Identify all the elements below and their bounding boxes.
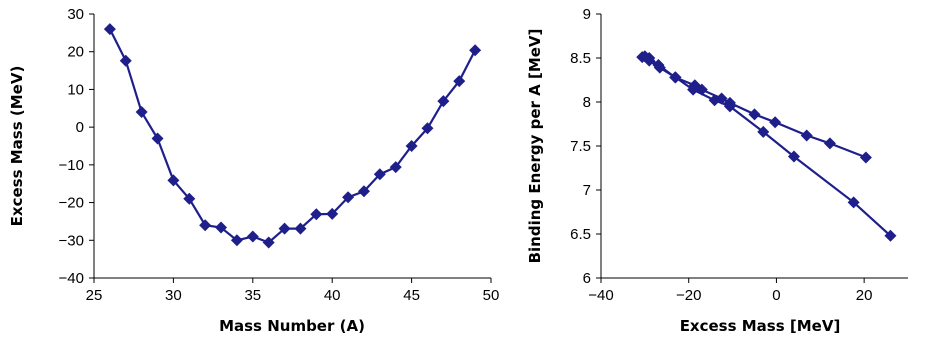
right-series-1-point (769, 116, 782, 129)
left-series-1-point (342, 191, 355, 204)
left-y-tick-label: 20 (67, 44, 84, 61)
left-x-tick-label: 45 (403, 287, 420, 304)
left-x-axis-title: Mass Number (A) (219, 317, 365, 335)
left-series-1-point (326, 207, 339, 220)
left-x-tick-label: 30 (165, 287, 182, 304)
right-series-1-point (800, 129, 813, 142)
right-x-axis-title: Excess Mass [MeV] (680, 317, 841, 335)
right-y-axis-title: Binding Energy per A [MeV] (526, 29, 544, 264)
right-series-2-point (669, 71, 682, 84)
right-series-2-point (787, 150, 800, 163)
left-y-tick-label: −10 (59, 157, 84, 174)
left-series-1-point (310, 208, 323, 221)
left-series-1-point (103, 23, 116, 36)
left-series-1-line (108, 28, 477, 244)
chart-binding-energy-vs-excess-mass: Binding Energy per A [MeV] Excess Mass [… (526, 6, 908, 335)
left-series-1-point (167, 174, 180, 187)
left-series-1-point (469, 44, 482, 57)
right-x-tick-label: 20 (856, 287, 873, 304)
right-y-tick-label: 9 (583, 6, 591, 23)
left-y-tick-label: 30 (67, 6, 84, 23)
left-series-1-point (215, 221, 228, 234)
right-series-2-point (847, 196, 860, 209)
right-series-2-point (757, 125, 770, 138)
left-x-tick-label: 35 (244, 287, 261, 304)
left-series-1-point (135, 106, 148, 119)
right-series-2-line (644, 55, 892, 237)
left-x-tick-label: 25 (86, 287, 103, 304)
left-series-1-point (151, 132, 164, 145)
right-series-1-point (823, 137, 836, 150)
left-series-1-point (246, 230, 259, 243)
left-y-tick-label: −20 (59, 195, 84, 212)
left-y-tick-label: 10 (67, 81, 84, 98)
right-y-tick-label: 6 (583, 270, 591, 287)
left-y-tick-label: −30 (59, 232, 84, 249)
right-y-tick-label: 8 (583, 94, 591, 111)
chart-excess-mass-vs-mass-number: Excess Mass (MeV) Mass Number (A) 30 20 10… (8, 6, 499, 335)
right-x-tick-label: −20 (676, 287, 701, 304)
right-series-2-point (643, 54, 656, 67)
left-x-tick-label: 50 (483, 287, 500, 304)
left-x-tick-label: 40 (324, 287, 341, 304)
left-series-1-point (405, 140, 418, 152)
left-series-1-point (389, 161, 402, 174)
right-x-tick-label: −40 (588, 287, 613, 304)
right-y-tick-label: 6.5 (570, 226, 591, 243)
left-series-1-point (183, 192, 196, 205)
left-series-1-point (357, 185, 370, 198)
right-series-2-point (884, 229, 897, 242)
left-series-1-point (437, 95, 450, 108)
left-y-tick-label: −40 (59, 270, 84, 287)
right-y-tick-label: 8.5 (570, 50, 591, 67)
right-series-2-point (723, 100, 736, 113)
right-y-tick-label: 7 (583, 182, 591, 199)
left-series-1-point (278, 222, 291, 235)
left-series-1-point (453, 75, 466, 88)
left-series-1-point (262, 236, 275, 249)
right-series-2-point (687, 83, 700, 96)
right-series-2-point (708, 94, 721, 107)
right-series-1-point (748, 108, 761, 121)
left-series-1-point (230, 234, 243, 247)
left-series-1-point (199, 219, 212, 232)
right-x-tick-label: 0 (772, 287, 780, 304)
left-series-1-point (294, 222, 307, 235)
left-y-tick-label: 0 (76, 119, 84, 136)
left-y-axis-title: Excess Mass (MeV) (8, 66, 26, 227)
left-series-1-point (119, 54, 132, 67)
right-series-1-point (859, 151, 872, 164)
left-series-1-point (421, 122, 434, 135)
right-series-2-point (653, 61, 666, 74)
left-series-1-point (373, 168, 386, 181)
right-y-tick-label: 7.5 (570, 138, 591, 155)
